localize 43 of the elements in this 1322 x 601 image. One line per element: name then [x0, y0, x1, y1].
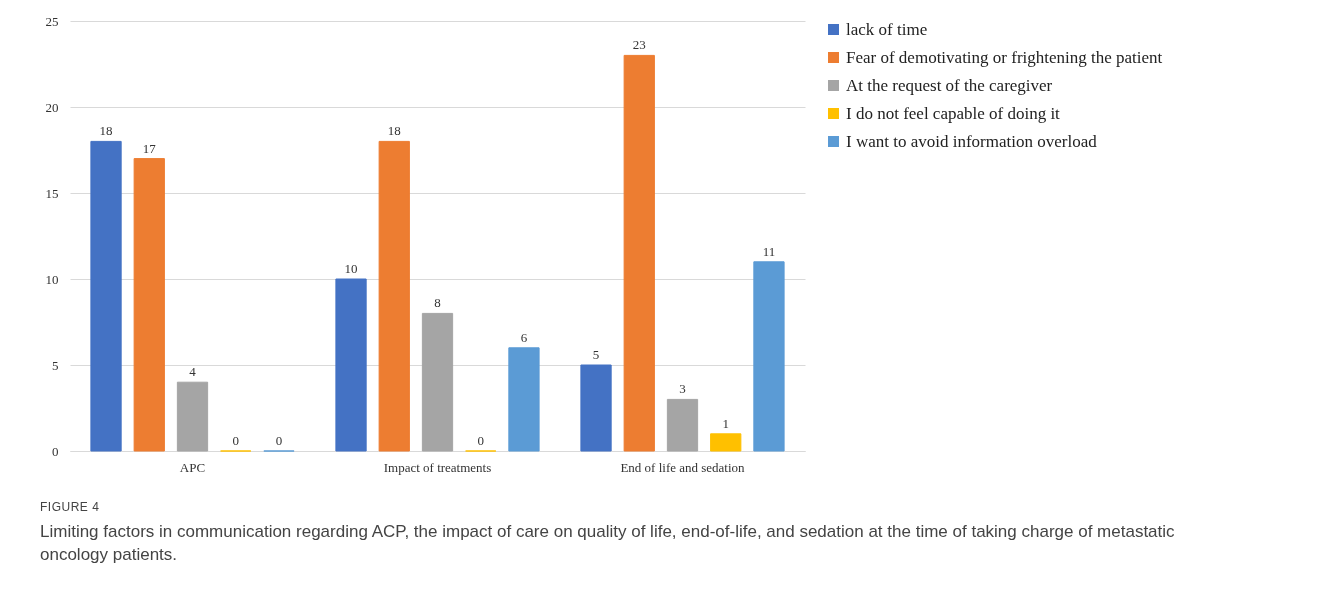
legend-label: lack of time — [846, 19, 928, 39]
y-tick-label: 5 — [52, 357, 59, 373]
bar — [623, 54, 655, 452]
data-label: 17 — [142, 140, 157, 156]
bar — [666, 398, 699, 452]
bar — [710, 433, 742, 452]
legend-label: I do not feel capable of doing it — [846, 103, 1061, 123]
data-label: 18 — [99, 123, 113, 139]
data-label: 0 — [232, 433, 239, 448]
legend-label: Fear of demotivating or frightening the patient — [846, 47, 1163, 67]
caption: FIGURE 4 — [40, 500, 101, 514]
data-label: 1 — [722, 415, 729, 431]
data-label: 10 — [344, 261, 358, 276]
bar — [176, 381, 209, 452]
y-tick-label: 25 — [45, 13, 59, 29]
legend-label: I want to avoid information overload — [846, 131, 1098, 151]
bar — [753, 261, 785, 452]
data-label: 8 — [434, 295, 441, 311]
legend-label: At the request of the caregiver — [846, 75, 1053, 95]
bar — [378, 140, 410, 452]
text: Limiting factors in communication regarding ACP, the impact of care on quality of life, end-of-life, and sedation at the time of taking charge of metastatic oncology patients. — [40, 521, 1176, 566]
data-label: 23 — [632, 37, 646, 53]
bar — [421, 312, 454, 452]
bar — [90, 140, 122, 452]
y-tick-label: 10 — [45, 271, 59, 287]
data-label: 5 — [592, 347, 600, 362]
y-tick-label: 20 — [45, 99, 59, 115]
data-label: 18 — [387, 123, 401, 139]
data-label: 3 — [679, 381, 686, 397]
bar — [335, 278, 367, 452]
data-label: 0 — [477, 433, 484, 448]
bar — [580, 364, 612, 452]
bar — [133, 158, 165, 452]
y-tick-label: 0 — [52, 443, 59, 459]
x-tick-label: APC — [179, 459, 206, 475]
data-label: 4 — [189, 364, 197, 380]
bar — [508, 347, 540, 452]
y-tick-label: 15 — [45, 185, 59, 201]
data-label: 11 — [762, 243, 776, 259]
x-tick-label: Impact of treatments — [383, 459, 492, 475]
data-label: 0 — [275, 433, 283, 448]
data-label: 6 — [520, 329, 528, 345]
x-tick-label: End of life and sedation — [620, 459, 746, 475]
